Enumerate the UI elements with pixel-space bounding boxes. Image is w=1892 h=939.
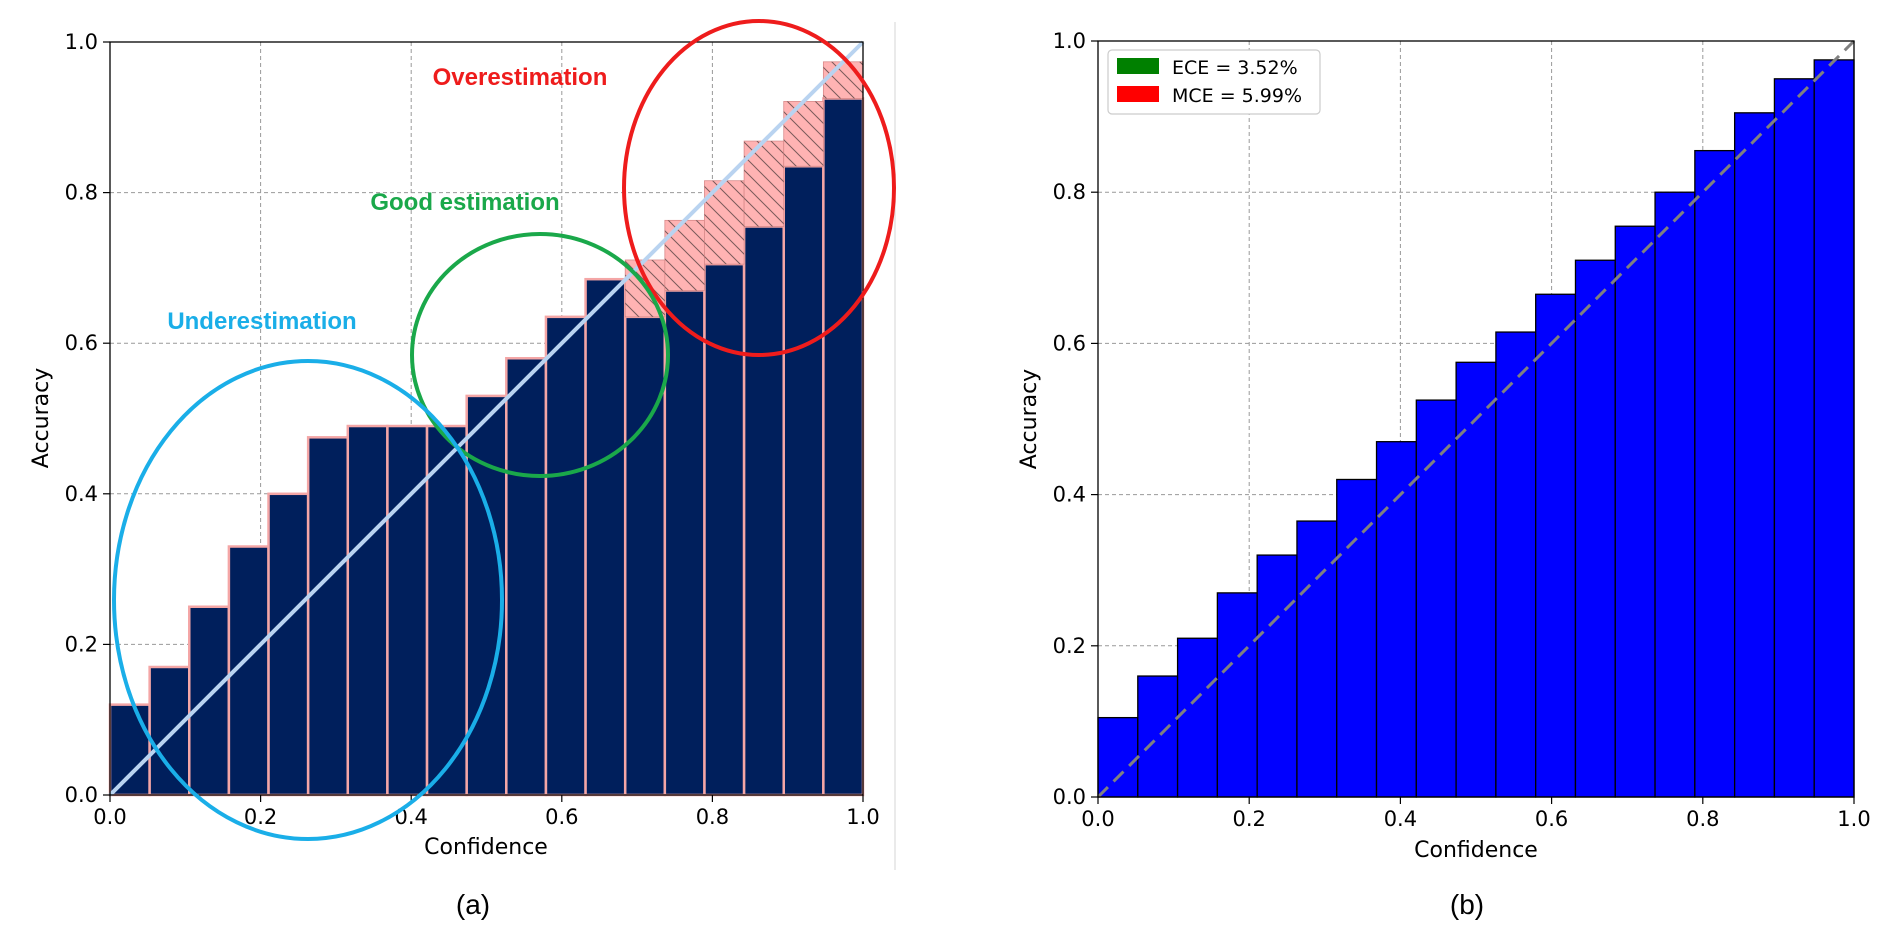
panel-a-bar [346,424,389,797]
panel-a-xlabel: Confidence [424,835,548,860]
panel-a-bar [822,97,865,797]
panel-b-bar [1694,149,1736,798]
panel-b-bar [1773,78,1815,798]
panel-b-bar [1375,441,1417,798]
panel-b-xtick-label: 0.4 [1384,807,1417,831]
panel-b-xtick-label: 0.0 [1081,807,1114,831]
panel-b-axes-frame [1097,40,1855,798]
panel-b-bar [1256,554,1298,798]
legend-frame [1107,49,1321,115]
panel-b-bar [1574,259,1616,798]
legend-ece-swatch [1117,58,1159,74]
panel-a-bars [108,97,865,797]
underestimation-label: Underestimation [167,308,356,335]
panel-b-ytick-label: 0.6 [1053,331,1086,355]
panel-b-label: (b) [1450,889,1484,920]
panel-b-bar [1415,399,1457,798]
legend-ece-label: ECE = 3.52% [1172,57,1298,79]
panel-a-bar [623,315,667,797]
panel-a-axes-frame [109,41,864,796]
panel-a-bar [505,357,548,797]
overestimation-label: Overestimation [433,64,608,91]
overestimation-ellipse [622,19,896,357]
panel-b-bar [1813,59,1855,798]
underestimation-ellipse [112,359,504,841]
panel-b-ytick-label: 0.2 [1053,634,1086,658]
good-estimation-ellipse [410,232,670,478]
panel-b-bar [1137,675,1179,798]
panel-a-bar [425,424,468,797]
panel-b: 0.0 0.2 0.4 0.6 0.8 1.0 0.0 0.2 0.4 0.6 0.8 1.0 ECE… [1017,29,1871,920]
panel-b-bar [1733,112,1776,798]
panel-a-bar [108,703,151,797]
panel-a-bar [544,315,587,797]
panel-a: 0.0 0.2 0.4 0.6 0.8 1.00.00.20.40.60.81.0 Ove… [29,19,896,920]
panel-b-bar [1336,478,1378,798]
panel-a-gap-hatch [664,220,705,291]
panel-a-xtick-label: 0.2 [244,805,277,829]
panel-a-bar [584,277,627,797]
panel-b-ylabel: Accuracy [1017,369,1042,469]
panel-b-ytick-label: 0.4 [1053,483,1086,507]
panel-a-ytick-label: 0.8 [65,181,98,205]
panel-b-bar [1176,637,1219,798]
good-estimation-label: Good estimation [370,189,559,216]
panel-a-xtick-label: 0.8 [696,805,729,829]
panel-b-bar [1535,293,1577,798]
panel-b-ytick-label: 0.8 [1053,180,1086,204]
panel-b-xtick-label: 1.0 [1837,807,1870,831]
panel-b-ytick-label: 1.0 [1053,29,1086,53]
panel-b-xlabel: Confidence [1414,838,1538,863]
panel-a-xtick-label: 0.0 [93,805,126,829]
panel-b-bar [1614,225,1656,798]
panel-b-xtick-label: 0.6 [1535,807,1568,831]
panel-b-legend: ECE = 3.52% MCE = 5.99% [1107,49,1321,115]
panel-b-bar [1296,520,1338,798]
panel-b-ticks: 0.0 0.2 0.4 0.6 0.8 1.0 0.0 0.2 0.4 0.6 0.8 1.0 [1053,29,1871,831]
panel-a-bar [782,164,825,797]
panel-a-bar [148,665,191,797]
panel-a-bar [267,492,310,797]
panel-a-gap-hatch [823,61,863,99]
panel-b-bar [1097,716,1139,798]
panel-a-xtick-label: 0.6 [545,805,578,829]
panel-a-ytick-label: 0.2 [65,632,98,656]
panel-a-ytick-label: 0.6 [65,331,98,355]
panel-b-xtick-label: 0.8 [1686,807,1719,831]
panel-b-bar [1654,191,1696,798]
panel-b-ytick-label: 0.0 [1053,785,1086,809]
panel-a-xtick-label: 1.0 [846,805,879,829]
panel-a-bar [188,605,231,797]
panel-a-bar [663,289,706,797]
legend-mce-swatch [1117,86,1159,102]
panel-a-bar [306,436,350,797]
panel-b-bar [1216,592,1258,798]
panel-b-bar [1495,331,1537,798]
panel-a-ytick-label: 1.0 [65,30,98,54]
panel-a-ylabel: Accuracy [29,368,54,468]
panel-b-bar [1455,361,1497,798]
panel-a-ticks: 0.0 0.2 0.4 0.6 0.8 1.00.00.20.40.60.81.0 [65,30,880,829]
panel-a-gap-hatch [783,101,824,167]
panel-a-ytick-label: 0.0 [65,783,98,807]
panel-a-diagonal [108,40,865,797]
panel-a-label: (a) [456,889,490,920]
panel-b-xtick-label: 0.2 [1232,807,1265,831]
panel-b-diagonal [1096,39,1856,799]
legend-mce-label: MCE = 5.99% [1172,85,1302,107]
panel-a-bar [742,225,785,797]
panel-a-ytick-label: 0.4 [65,482,98,506]
